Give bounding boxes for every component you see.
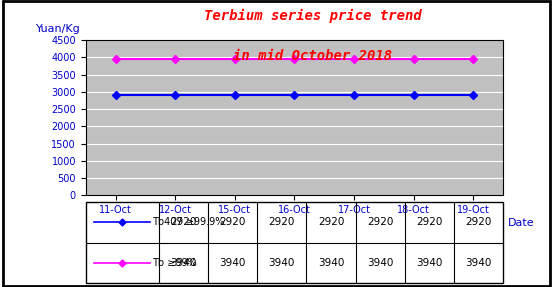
Tb407 ≥99.9%	[291, 93, 298, 96]
Tb ≥99%	[470, 58, 477, 61]
Text: 2920: 2920	[170, 218, 196, 227]
Text: 2920: 2920	[416, 218, 442, 227]
Text: 3940: 3940	[367, 258, 393, 267]
Text: 2920: 2920	[220, 218, 246, 227]
Tb407 ≥99.9%	[351, 93, 357, 96]
Line: Tb ≥99%: Tb ≥99%	[113, 57, 476, 62]
Text: Tb407 ≥99.9%: Tb407 ≥99.9%	[153, 218, 225, 227]
Text: 3940: 3940	[269, 258, 295, 267]
Line: Tb407 ≥99.9%: Tb407 ≥99.9%	[113, 92, 476, 97]
Text: 2920: 2920	[466, 218, 492, 227]
Text: in mid October 2018: in mid October 2018	[233, 49, 392, 63]
Text: Date: Date	[508, 218, 534, 228]
Text: 3940: 3940	[318, 258, 344, 267]
Tb ≥99%	[172, 58, 179, 61]
Text: 3940: 3940	[170, 258, 196, 267]
Tb407 ≥99.9%	[410, 93, 417, 96]
Text: 2920: 2920	[367, 218, 393, 227]
Tb ≥99%	[232, 58, 238, 61]
Tb ≥99%	[410, 58, 417, 61]
Tb407 ≥99.9%	[172, 93, 179, 96]
Tb407 ≥99.9%	[112, 93, 119, 96]
Tb ≥99%	[351, 58, 357, 61]
Tb407 ≥99.9%	[470, 93, 477, 96]
Text: 2920: 2920	[318, 218, 344, 227]
Text: 2920: 2920	[269, 218, 295, 227]
Tb ≥99%	[112, 58, 119, 61]
Text: Tb ≥99%: Tb ≥99%	[153, 258, 197, 267]
Text: Yuan/Kg: Yuan/Kg	[35, 24, 80, 34]
Text: 3940: 3940	[220, 258, 246, 267]
Tb ≥99%	[291, 58, 298, 61]
Text: 3940: 3940	[466, 258, 492, 267]
Text: Terbium series price trend: Terbium series price trend	[204, 9, 421, 23]
Tb407 ≥99.9%	[232, 93, 238, 96]
Text: 3940: 3940	[416, 258, 442, 267]
